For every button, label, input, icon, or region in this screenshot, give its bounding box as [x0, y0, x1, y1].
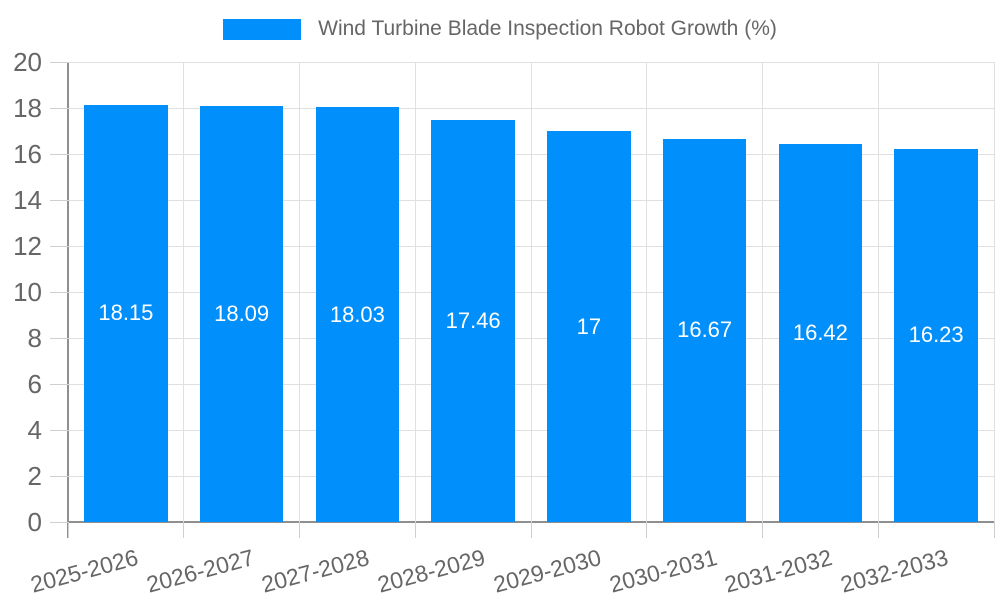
y-tick-mark	[50, 153, 68, 155]
legend-swatch	[223, 18, 302, 40]
x-tick-mark	[530, 522, 532, 538]
legend-item[interactable]: Wind Turbine Blade Inspection Robot Grow…	[223, 17, 777, 41]
bar-value-label: 16.42	[792, 320, 848, 346]
y-tick-label: 0	[27, 507, 42, 537]
x-tick-mark	[183, 522, 185, 538]
x-tick-mark	[993, 522, 995, 538]
y-tick-label: 14	[13, 185, 42, 215]
x-tick-label: 2027-2028	[259, 544, 373, 598]
vertical-gridline	[183, 62, 185, 522]
y-tick-mark	[50, 245, 68, 247]
vertical-gridline	[646, 62, 648, 522]
y-tick-label: 20	[13, 47, 42, 77]
vertical-gridline	[530, 62, 532, 522]
x-tick-label: 2032-2033	[837, 544, 951, 598]
x-tick-label: 2026-2027	[143, 544, 257, 598]
y-tick-label: 16	[13, 139, 42, 169]
y-tick-label: 18	[13, 93, 42, 123]
bar[interactable]	[662, 138, 747, 522]
y-tick-mark	[50, 475, 68, 477]
bar[interactable]	[199, 105, 284, 522]
bar[interactable]	[778, 144, 863, 522]
y-tick-mark	[50, 61, 68, 63]
x-tick-mark	[299, 522, 300, 538]
y-tick-mark	[50, 199, 68, 201]
vertical-gridline	[414, 62, 416, 522]
x-tick-label: 2029-2030	[490, 544, 604, 598]
y-tick-mark	[50, 337, 68, 339]
x-tick-label: 2025-2026	[27, 544, 141, 598]
y-tick-label: 4	[27, 415, 42, 445]
chart-title: Wind Turbine Blade Inspection Robot Grow…	[318, 17, 777, 40]
vertical-gridline	[762, 62, 763, 522]
bar-value-label: 18.09	[214, 300, 270, 326]
x-tick-mark	[877, 522, 879, 538]
bar-value-label: 17	[576, 313, 602, 339]
bar[interactable]	[315, 107, 400, 522]
bar-value-label: 18.03	[329, 301, 385, 327]
y-tick-label: 2	[27, 461, 42, 491]
y-tick-mark	[50, 429, 68, 431]
y-tick-label: 12	[13, 231, 42, 261]
bar-value-label: 16.23	[908, 322, 964, 348]
vertical-gridline	[877, 62, 879, 522]
bar[interactable]	[431, 120, 515, 522]
y-tick-label: 8	[27, 323, 42, 353]
bar[interactable]	[547, 131, 631, 522]
y-tick-label: 6	[27, 369, 42, 399]
x-tick-mark	[67, 522, 69, 538]
y-tick-mark	[50, 107, 68, 109]
bar-value-label: 17.46	[445, 308, 501, 334]
y-tick-mark	[50, 383, 68, 385]
x-tick-label: 2030-2031	[606, 544, 720, 598]
bar[interactable]	[894, 148, 978, 522]
y-axis-line	[67, 62, 69, 538]
x-tick-mark	[762, 522, 763, 538]
y-tick-label: 10	[13, 277, 42, 307]
bar-value-label: 16.67	[677, 317, 733, 343]
bar[interactable]	[84, 104, 168, 522]
x-tick-label: 2031-2032	[722, 544, 836, 598]
vertical-gridline	[299, 62, 300, 522]
y-tick-mark	[50, 521, 68, 523]
bar-value-label: 18.15	[98, 300, 154, 326]
chart-legend: Wind Turbine Blade Inspection Robot Grow…	[0, 17, 1000, 41]
plot-area: 0 2 4 6 8 10 12 14 16 18 20 18.15 2025-2026 18.09 2026…	[13, 47, 995, 598]
vertical-gridline	[993, 62, 995, 522]
x-tick-mark	[646, 522, 648, 538]
x-tick-label: 2028-2029	[374, 544, 488, 598]
y-tick-mark	[50, 291, 68, 293]
x-tick-mark	[414, 522, 416, 538]
